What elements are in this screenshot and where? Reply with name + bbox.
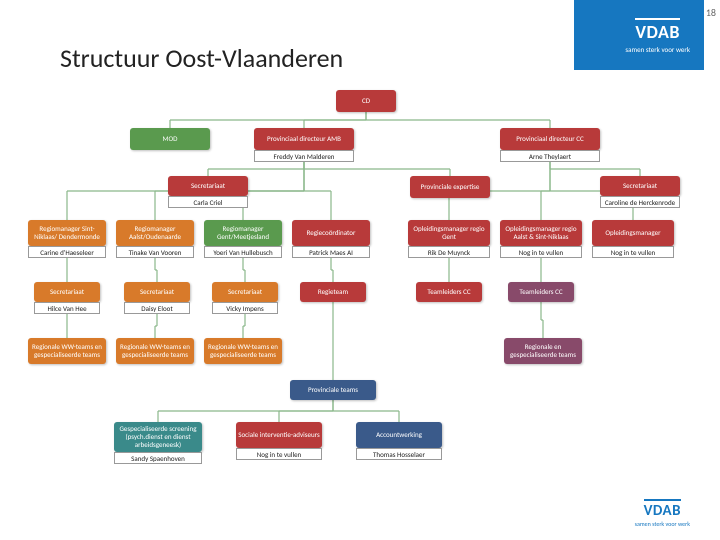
org-node-regteam: Regieteam	[300, 282, 366, 302]
org-node-spec: Gespecialiseerde screening (psych.dienst…	[114, 422, 202, 452]
org-node-tlcc2: Teamleiders CC	[508, 282, 574, 302]
footer-logo-text: VDAB	[644, 499, 681, 520]
org-node-sec5: Secretariaat	[212, 282, 278, 302]
org-node-cc: Provinciaal directeur CC	[500, 128, 600, 150]
org-node-rm1: Regiomanager Sint-Niklaas/ Dendermonde	[28, 220, 106, 246]
org-node-soc: Sociale interventie-adviseurs	[236, 422, 322, 448]
org-node-regsp: Regionale en gespecialiseerde teams	[504, 338, 582, 364]
org-node-provt: Provinciale teams	[290, 380, 376, 400]
footer-logo-tagline: samen sterk voor werk	[635, 520, 690, 528]
org-name-sec5: Vicky Impens	[212, 302, 278, 314]
org-node-tlcc1: Teamleiders CC	[416, 282, 482, 302]
org-node-sec1: Secretariaat	[168, 176, 248, 196]
org-name-soc: Nog in te vullen	[236, 448, 322, 460]
logo-tagline: samen sterk voor werk	[625, 45, 690, 54]
logo-top: VDAB samen sterk voor werk	[625, 18, 690, 54]
org-node-rm3: Regiomanager Gent/Meetjesland	[204, 220, 282, 246]
logo-text: VDAB	[635, 18, 680, 43]
org-node-acc: Accountwerking	[356, 422, 442, 448]
page-title: Structuur Oost-Vlaanderen	[60, 42, 343, 74]
page-number: 18	[706, 6, 716, 19]
org-node-om2: Opleidingsmanager regio Aalst & Sint-Nik…	[500, 220, 582, 246]
org-name-sec3: Hilce Van Hee	[34, 302, 100, 314]
org-name-sec2: Caroline de Herckenrode	[600, 196, 680, 208]
org-name-om1: Rik De Muynck	[408, 246, 490, 258]
org-node-cd: CD	[336, 90, 396, 112]
org-node-sec3: Secretariaat	[34, 282, 100, 302]
org-chart: CD MOD Provinciaal directeur AMBFreddy Van…	[10, 90, 710, 510]
footer-logo: VDAB samen sterk voor werk	[635, 499, 690, 528]
org-node-sec2: Secretariaat	[600, 176, 680, 196]
org-name-sec1: Carla Criel	[168, 196, 248, 208]
org-node-ww1: Regionale WW-teams en gespecialiseerde t…	[28, 338, 106, 364]
org-name-rm1: Carine d'Haeseleer	[28, 246, 106, 258]
org-name-cc: Arne Theylaert	[500, 150, 600, 162]
org-name-om3: Nog in te vullen	[592, 246, 674, 258]
org-name-sec4: Daisy Eloot	[124, 302, 190, 314]
org-name-spec: Sandy Spaenhoven	[114, 452, 202, 464]
org-node-om1: Opleidingsmanager regio Gent	[408, 220, 490, 246]
org-name-regcoord: Patrick Maes AI	[292, 246, 370, 258]
org-node-rm2: Regiomanager Aalst/Oudenaarde	[116, 220, 194, 246]
org-node-regcoord: Regiecoördinator	[292, 220, 370, 246]
org-node-ww2: Regionale WW-teams en gespecialiseerde t…	[116, 338, 194, 364]
org-name-amb: Freddy Van Malderen	[254, 150, 354, 162]
org-node-om3: Opleidingsmanager	[592, 220, 674, 246]
org-node-sec4: Secretariaat	[124, 282, 190, 302]
org-node-amb: Provinciaal directeur AMB	[254, 128, 354, 150]
org-node-provexp: Provinciale expertise	[410, 176, 490, 198]
org-node-ww3: Regionale WW-teams en gespecialiseerde t…	[204, 338, 282, 364]
org-node-mod: MOD	[130, 128, 210, 150]
org-name-rm3: Yoeri Van Hullebusch	[204, 246, 282, 258]
org-name-om2: Nog in te vullen	[500, 246, 582, 258]
org-name-acc: Thomas Hosselaer	[356, 448, 442, 460]
org-name-rm2: Tinake Van Vooren	[116, 246, 194, 258]
